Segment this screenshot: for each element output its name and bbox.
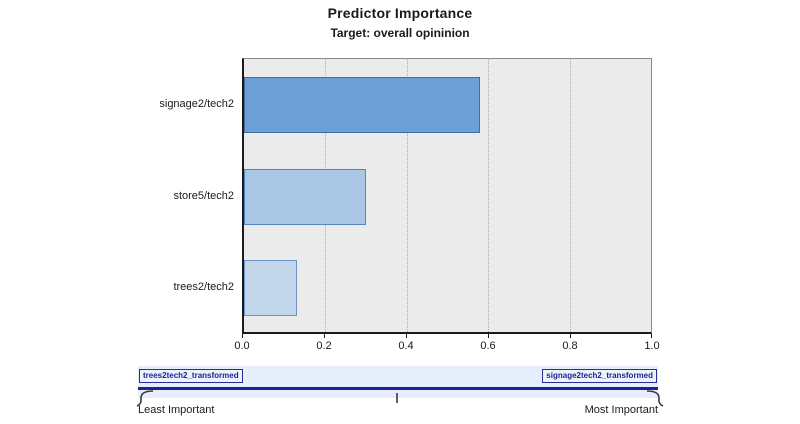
gridline-0.6: [488, 59, 490, 332]
x-tick-label: 0.8: [562, 340, 578, 352]
x-tick-label: 0.4: [398, 340, 414, 352]
x-axis-labels: 0.0 0.2 0.4 0.6 0.8 1.0: [234, 340, 659, 354]
category-label-signage2-tech2: signage2/tech2: [159, 98, 234, 110]
tick-1.0: [651, 334, 652, 338]
slider-max-handle-label[interactable]: signage2tech2_transformed: [542, 369, 657, 383]
gridline-0.8: [569, 59, 571, 332]
bar-store5-tech2: [244, 169, 367, 225]
bar-trees2-tech2: [244, 260, 297, 316]
tick-0.8: [570, 334, 571, 338]
tick-0.2: [324, 334, 325, 338]
importance-slider-track: [138, 387, 658, 390]
x-tick-label: 1.0: [644, 340, 660, 352]
category-label-trees2-tech2: trees2/tech2: [173, 281, 234, 293]
x-tick-label: 0.0: [234, 340, 250, 352]
slider-right-hook-icon[interactable]: [646, 390, 664, 407]
slider-left-hook-icon[interactable]: [136, 390, 154, 407]
chart-subtitle: Target: overall opininion: [330, 26, 470, 40]
tick-0.0: [242, 334, 243, 338]
x-axis-ticks: [242, 334, 652, 340]
plot-area: [242, 58, 652, 334]
x-tick-label: 0.2: [316, 340, 332, 352]
tick-0.6: [488, 334, 489, 338]
category-label-store5-tech2: store5/tech2: [173, 190, 234, 202]
chart-title: Predictor Importance: [327, 5, 473, 21]
gridline-0.4: [406, 59, 408, 332]
slider-brace[interactable]: [130, 390, 670, 408]
tick-0.4: [406, 334, 407, 338]
most-important-caption: Most Important: [584, 404, 658, 416]
x-tick-label: 0.6: [480, 340, 496, 352]
slider-min-handle-label[interactable]: trees2tech2_transformed: [139, 369, 243, 383]
least-important-caption: Least Important: [138, 404, 215, 416]
bar-signage2-tech2: [244, 77, 481, 133]
